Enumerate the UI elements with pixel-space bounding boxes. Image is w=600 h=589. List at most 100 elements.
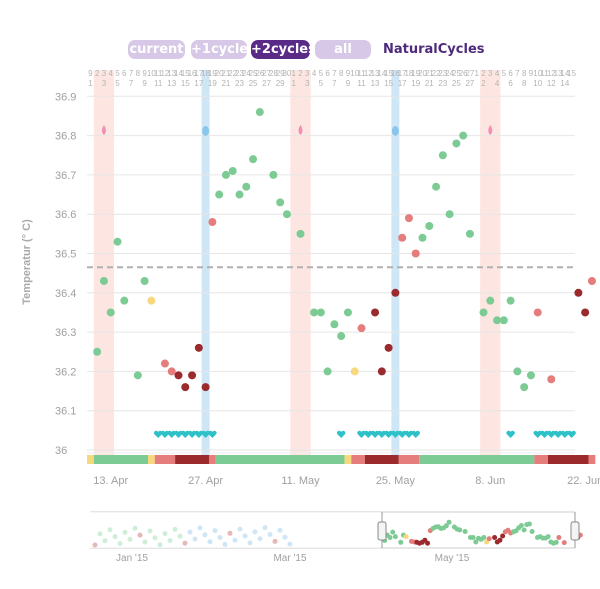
x-axis-ticks: 13. Apr 27. Apr 11. May 25. May 8. Jun 22. Ju… (93, 475, 600, 487)
day-label-top: 3 (102, 69, 107, 78)
navigator-history-point (117, 541, 123, 546)
status-strip-segment (215, 455, 345, 464)
day-label-bottom: 19 (411, 79, 420, 88)
day-label-top: 8 (522, 69, 527, 78)
navigator-history-point (172, 526, 178, 532)
temperature-point (337, 332, 346, 341)
day-label-top: 11 (357, 69, 366, 78)
day-label-top: 5 (319, 69, 324, 78)
day-label-bottom: 10 (533, 79, 542, 88)
fertile-heart-icon (357, 430, 366, 438)
navigator-history-point (127, 536, 133, 542)
status-strip-segment (419, 455, 535, 464)
day-label-top: 6 (122, 69, 127, 78)
day-label-top: 12 (160, 69, 169, 78)
fertile-heart-icon (391, 430, 400, 438)
navigator-point (497, 537, 503, 543)
navigator-history-point (192, 536, 198, 542)
navigator-point (398, 539, 404, 545)
day-label-bottom: 15 (181, 79, 190, 88)
day-label-top: 28 (269, 69, 278, 78)
temperature-point (147, 296, 156, 305)
temperature-point (377, 367, 386, 376)
navigator-point (521, 527, 527, 533)
day-label-top: 2 (481, 69, 486, 78)
navigator-history-point (147, 528, 153, 534)
temperature-point (499, 316, 508, 325)
x-tick-label: 13. Apr (93, 475, 128, 487)
day-label-top: 24 (242, 69, 251, 78)
day-label-top: 15 (384, 69, 393, 78)
navigator-history-point (152, 535, 158, 541)
fertile-heart-icon (553, 430, 563, 438)
navigator-history-point (137, 532, 143, 538)
day-label-top: 22 (432, 69, 441, 78)
fertile-heart-icon (540, 430, 549, 438)
x-tick-label: 27. Apr (188, 475, 223, 487)
day-label-top: 16 (188, 69, 197, 78)
temperature-point (343, 308, 352, 317)
temperature-point (398, 233, 407, 242)
day-label-top: 30 (282, 69, 291, 78)
temperature-point (160, 359, 169, 368)
ovulation-egg-icon (202, 126, 210, 136)
navigator-history-point (177, 533, 183, 539)
day-label-bottom: 1 (88, 79, 93, 88)
range-navigator[interactable]: Jan '15 Mar '15 May '15 (90, 511, 583, 564)
temperature-point (310, 308, 319, 317)
tab-plus-1-cycle[interactable]: +1cycle (191, 40, 249, 59)
day-label-top: 7 (515, 69, 520, 78)
tab-plus-2-cycles[interactable]: +2cycles (251, 40, 316, 59)
navigator-history-point (252, 529, 258, 535)
navigator-history-point (257, 536, 263, 542)
temperature-point (133, 371, 142, 380)
period-band (290, 70, 311, 460)
navigator-point (529, 529, 535, 534)
temperature-point (371, 308, 380, 317)
day-label-top: 2 (95, 69, 100, 78)
day-label-bottom: 3 (305, 79, 310, 88)
temperature-point (432, 182, 441, 191)
day-label-top: 27 (465, 69, 474, 78)
navigator-label: Mar '15 (273, 553, 306, 564)
day-label-top: 13 (167, 69, 176, 78)
day-label-top: 23 (235, 69, 244, 78)
fertile-heart-icon (404, 430, 414, 438)
fertile-heart-icon (364, 430, 373, 438)
temperature-point (425, 221, 434, 230)
temperature-point (418, 233, 427, 242)
navigator-history-point (187, 529, 193, 535)
navigator-point (390, 529, 396, 535)
temperature-point (391, 288, 400, 297)
cycle-drop-markers (101, 125, 493, 136)
temperature-point (201, 383, 210, 392)
day-label-top: 20 (215, 69, 224, 78)
navigator-history-point (262, 525, 268, 531)
ovulation-band (391, 70, 400, 460)
day-label-bottom: 25 (249, 79, 258, 88)
day-label-top: 18 (201, 69, 210, 78)
day-label-bottom: 13 (371, 79, 380, 88)
day-label-bottom: 9 (142, 79, 147, 88)
day-label-bottom: 27 (465, 79, 474, 88)
day-label-bottom: 13 (167, 79, 176, 88)
day-label-bottom: 17 (398, 79, 407, 88)
fertile-heart-icon (187, 430, 197, 438)
day-label-top: 2 (298, 69, 303, 78)
temperature-point (445, 210, 454, 219)
navigator-history-point (182, 540, 188, 546)
fertile-heart-icon (174, 430, 183, 438)
day-label-bottom: 7 (332, 79, 337, 88)
fertile-heart-icon (336, 430, 346, 438)
day-label-bottom: 27 (262, 79, 271, 88)
y-tick-label: 36.2 (55, 366, 76, 378)
status-strip (87, 452, 596, 464)
tab-all[interactable]: all (315, 40, 371, 59)
tab-current[interactable]: current (128, 40, 185, 59)
navigator-history-point (217, 535, 223, 540)
day-label-top: 20 (418, 69, 427, 78)
day-label-top: 4 (312, 69, 317, 78)
day-label-top: 5 (115, 69, 120, 78)
day-label-top: 27 (262, 69, 271, 78)
